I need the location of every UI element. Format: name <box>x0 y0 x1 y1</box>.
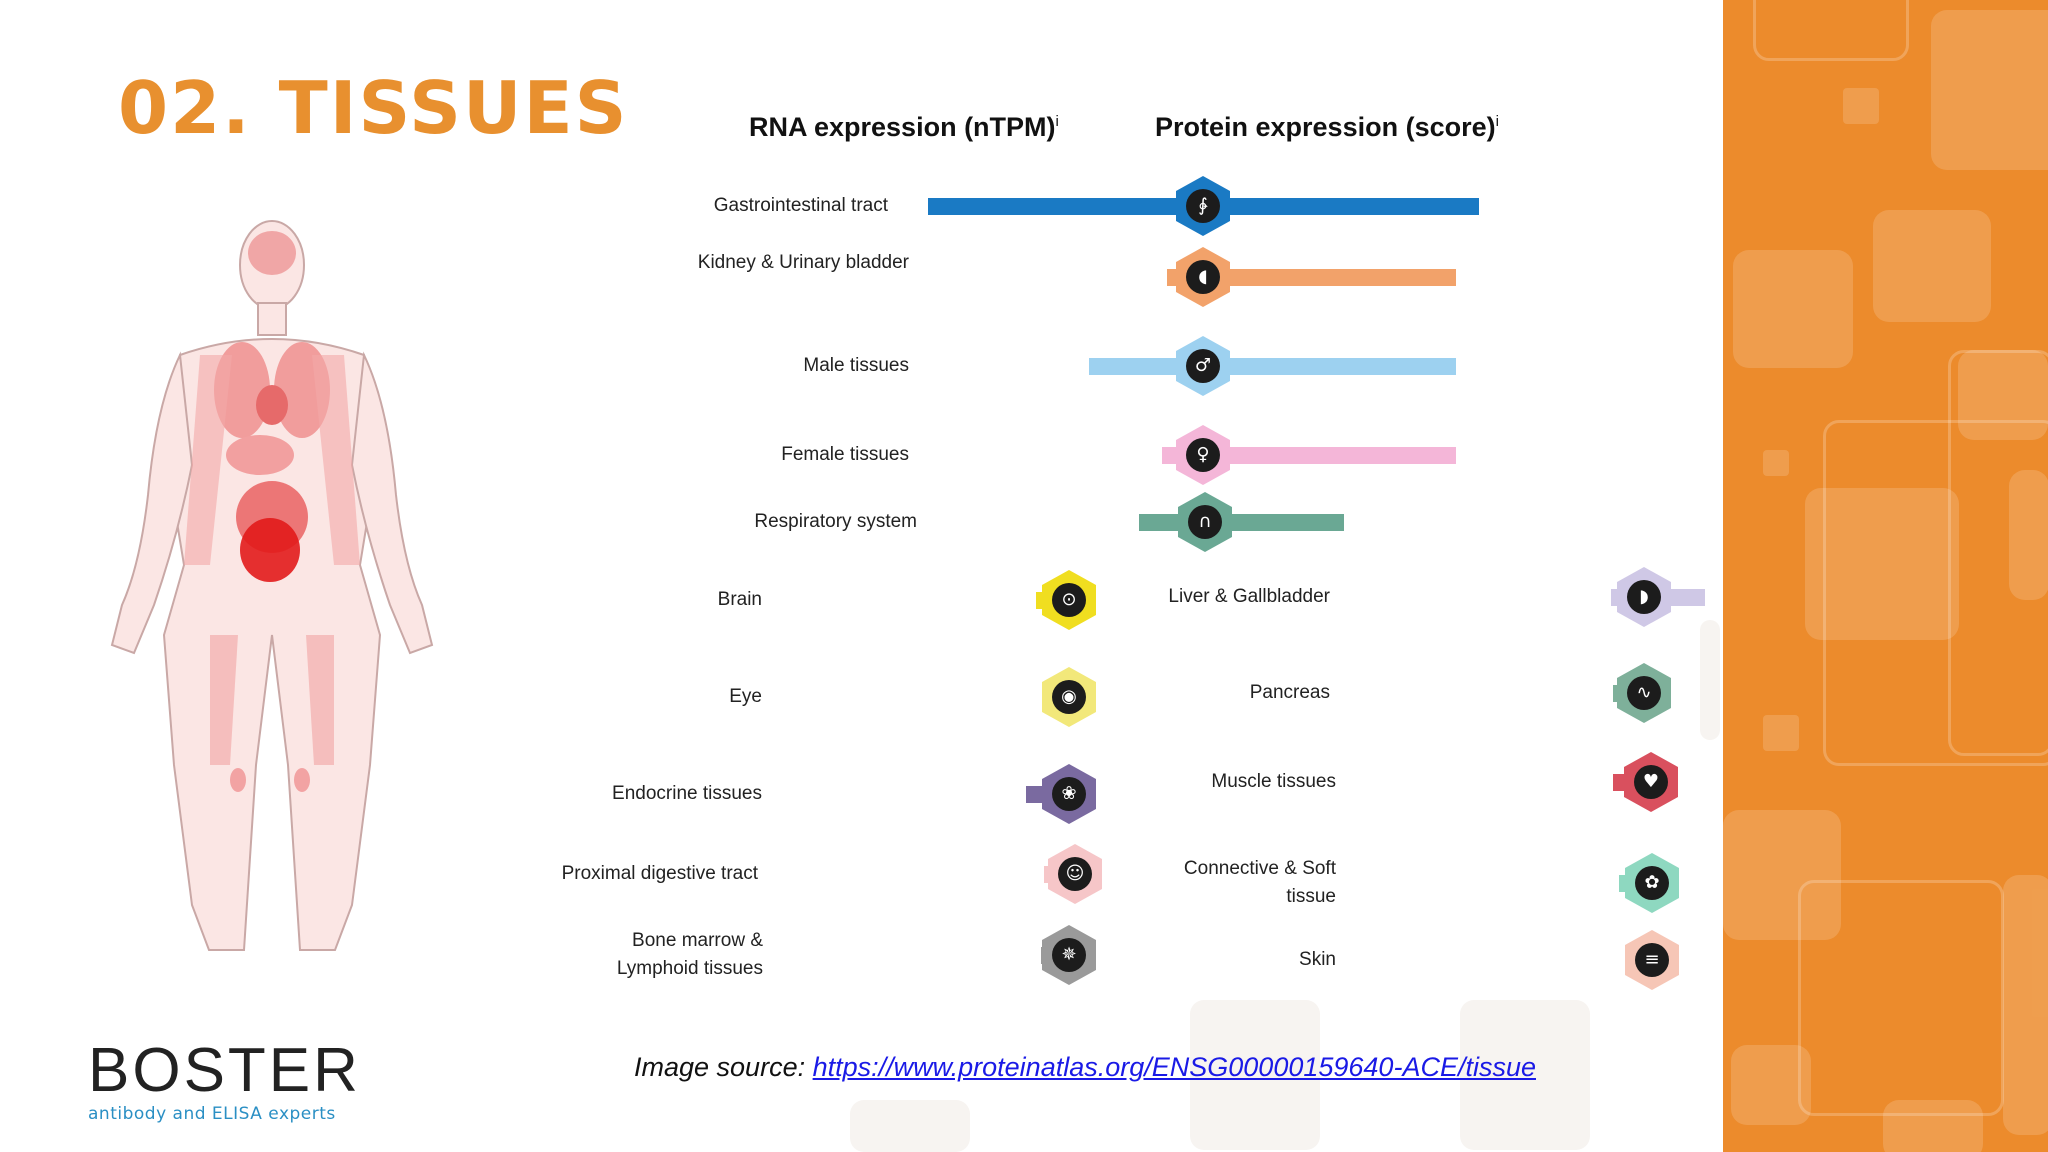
rna-expression-header: RNA expression (nTPM)i <box>749 112 1059 143</box>
cells-icon: ✿ <box>1635 866 1669 900</box>
image-source-link[interactable]: https://www.proteinatlas.org/ENSG0000015… <box>812 1052 1536 1082</box>
human-body-illustration <box>110 220 434 951</box>
protein-bar-liver-and-gallbladder[interactable] <box>1667 589 1705 606</box>
tissue-label-respiratory-system: Respiratory system <box>754 511 917 532</box>
heart-muscle-icon-badge[interactable]: ♥ <box>1624 752 1678 812</box>
lungs-icon-badge[interactable]: ∩ <box>1178 492 1232 552</box>
rna-bar-respiratory-system[interactable] <box>1139 514 1182 531</box>
tissue-label-kidney-and-urinary-bladder: Kidney & Urinary bladder <box>697 252 909 273</box>
protein-bar-respiratory-system[interactable] <box>1228 514 1345 531</box>
tissue-label-connective-and-soft-tissue: Connective & Soft tissue <box>1183 858 1336 907</box>
rna-bar-gastrointestinal-tract[interactable] <box>928 198 1180 215</box>
protein-bar-kidney-and-urinary-bladder[interactable] <box>1226 269 1457 286</box>
kidney-icon: ◖ <box>1186 260 1220 294</box>
tissue-label-endocrine-tissues: Endocrine tissues <box>612 783 762 804</box>
image-source-line: Image source: https://www.proteinatlas.o… <box>634 1052 1536 1083</box>
rna-expression-header-text: RNA expression (nTPM) <box>749 112 1056 142</box>
rna-bar-connective-and-soft-tissue[interactable] <box>1618 875 1629 892</box>
kidney-icon-badge[interactable]: ◖ <box>1176 247 1230 307</box>
pancreas-icon-badge[interactable]: ∿ <box>1617 663 1671 723</box>
uterus-icon-badge[interactable]: ♀ <box>1176 425 1230 485</box>
tissue-label-muscle-tissues: Muscle tissues <box>1211 771 1336 792</box>
panel-shape <box>1823 420 2048 766</box>
panel-shape <box>1883 1100 1983 1152</box>
panel-shape <box>1873 210 1991 322</box>
protein-expression-header-text: Protein expression (score) <box>1155 112 1496 142</box>
panel-shape <box>1763 715 1799 751</box>
heart-muscle-icon: ♥ <box>1634 765 1668 799</box>
tissue-label-gastrointestinal-tract: Gastrointestinal tract <box>713 195 888 216</box>
panel-shape <box>1805 488 1959 640</box>
eye-icon-badge[interactable]: ◉ <box>1042 667 1096 727</box>
rna-bar-brain[interactable] <box>1035 592 1046 609</box>
rna-bar-endocrine-tissues[interactable] <box>1025 786 1046 803</box>
skin-icon: ≡ <box>1635 943 1669 977</box>
rna-bar-liver-and-gallbladder[interactable] <box>1610 589 1621 606</box>
panel-shape <box>1763 450 1789 476</box>
background-shape <box>1190 1000 1320 1150</box>
tissue-label-female-tissues: Female tissues <box>781 444 909 465</box>
panel-shape <box>1733 250 1853 368</box>
decorative-orange-panel <box>1723 0 2048 1152</box>
liver-icon-badge[interactable]: ◗ <box>1617 567 1671 627</box>
thyroid-icon: ❀ <box>1052 777 1086 811</box>
liver-icon: ◗ <box>1627 580 1661 614</box>
background-shape <box>850 1100 970 1152</box>
protein-bar-gastrointestinal-tract[interactable] <box>1226 198 1479 215</box>
skin-icon-badge[interactable]: ≡ <box>1625 930 1679 990</box>
rna-bar-female-tissues[interactable] <box>1162 447 1180 464</box>
slide-title: 02. TISSUES <box>118 66 629 150</box>
tissue-label-pancreas: Pancreas <box>1249 682 1330 703</box>
bone-marrow-icon: ✵ <box>1052 938 1086 972</box>
uterus-icon: ♀ <box>1186 438 1220 472</box>
logo-wordmark: BOSTER <box>88 1036 361 1105</box>
panel-shape <box>1843 88 1879 124</box>
head-icon-badge[interactable]: ☺ <box>1048 844 1102 904</box>
background-shape <box>1700 620 1720 740</box>
protein-bar-male-tissues[interactable] <box>1226 358 1457 375</box>
panel-shape <box>2009 470 2048 600</box>
panel-shape <box>1931 10 2048 170</box>
image-source-prefix: Image source: <box>634 1052 813 1082</box>
eye-icon: ◉ <box>1052 680 1086 714</box>
tissue-label-proximal-digestive-tract: Proximal digestive tract <box>561 863 758 884</box>
head-icon: ☺ <box>1058 857 1092 891</box>
tissue-label-brain: Brain <box>717 589 762 610</box>
protein-bar-female-tissues[interactable] <box>1226 447 1457 464</box>
lungs-icon: ∩ <box>1188 505 1222 539</box>
tissue-label-male-tissues: Male tissues <box>803 355 909 376</box>
male-organ-icon-badge[interactable]: ♂ <box>1176 336 1230 396</box>
panel-shape <box>1958 350 2048 440</box>
pancreas-icon: ∿ <box>1627 676 1661 710</box>
stomach-icon-badge[interactable]: ∳ <box>1176 176 1230 236</box>
panel-shape <box>1723 810 1841 940</box>
tissue-label-liver-and-gallbladder: Liver & Gallbladder <box>1168 586 1330 607</box>
rna-info-mark[interactable]: i <box>1055 113 1059 130</box>
stomach-icon: ∳ <box>1186 189 1220 223</box>
background-shape <box>1460 1000 1590 1150</box>
logo-tagline: antibody and ELISA experts <box>88 1104 336 1124</box>
brain-icon-badge[interactable]: ⊙ <box>1042 570 1096 630</box>
panel-shape <box>1798 880 2004 1116</box>
protein-expression-header: Protein expression (score)i <box>1155 112 1499 143</box>
panel-shape <box>1753 0 1909 61</box>
brain-icon: ⊙ <box>1052 583 1086 617</box>
panel-shape <box>1731 1045 1811 1125</box>
thyroid-icon-badge[interactable]: ❀ <box>1042 764 1096 824</box>
tissue-label-bone-marrow-and-lymphoid-tissues: Bone marrow & Lymphoid tissues <box>616 930 763 979</box>
panel-shape <box>1948 350 2048 756</box>
panel-shape <box>2003 875 2048 1135</box>
male-organ-icon: ♂ <box>1186 349 1220 383</box>
organ-highlights <box>184 231 360 792</box>
protein-info-mark[interactable]: i <box>1495 113 1499 130</box>
rna-bar-male-tissues[interactable] <box>1089 358 1180 375</box>
tissue-label-eye: Eye <box>729 686 762 707</box>
tissue-label-skin: Skin <box>1299 949 1336 970</box>
cells-icon-badge[interactable]: ✿ <box>1625 853 1679 913</box>
bone-marrow-icon-badge[interactable]: ✵ <box>1042 925 1096 985</box>
boster-logo: BOSTER antibody and ELISA experts <box>88 1036 361 1125</box>
slide: 02. TISSUES RNA expression (nTPM) <box>88 66 1720 1152</box>
